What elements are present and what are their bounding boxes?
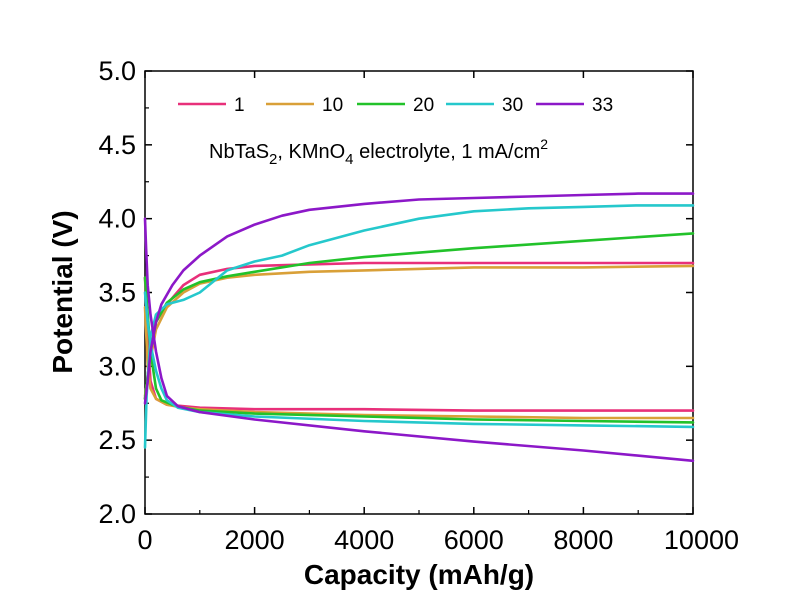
series-line-1-charge [143, 261, 695, 401]
legend-label-20: 20 [413, 95, 434, 116]
series-10 [143, 264, 695, 420]
y-axis-title: Potential (V) [47, 210, 78, 373]
annotation-sup: 2 [540, 136, 548, 152]
annotation-mid: , KMnO [277, 141, 345, 163]
annotation-sub2: 4 [345, 151, 353, 168]
series-line-1-discharge [143, 276, 695, 412]
series-line-33-charge [143, 192, 695, 405]
y-tick-label: 4.0 [98, 204, 136, 234]
y-tick-label: 4.5 [98, 130, 136, 160]
series-30 [143, 204, 695, 449]
series-line-30-discharge [143, 291, 695, 429]
annotation-text: NbTaS2, KMnO4 electrolyte, 1 mA/cm2 [209, 136, 548, 168]
plot-frame [144, 70, 694, 515]
x-tick-label: 2000 [225, 525, 285, 555]
series-lines [143, 192, 695, 463]
series-33 [143, 192, 695, 463]
series-line-33-discharge [143, 217, 695, 463]
y-tick-label: 5.0 [98, 56, 136, 86]
x-tick-label: 4000 [334, 525, 394, 555]
series-1 [143, 261, 695, 412]
legend-label-30: 30 [502, 95, 523, 116]
y-tick-label: 3.0 [98, 351, 136, 381]
legend-label-33: 33 [592, 95, 613, 116]
x-tick-label: 10000 [664, 525, 739, 555]
y-tick-label: 3.5 [98, 278, 136, 308]
legend-label-10: 10 [322, 95, 343, 116]
series-line-10-charge [143, 264, 695, 398]
annotation-prefix: NbTaS [209, 141, 269, 163]
annotation-sub1: 2 [269, 151, 277, 168]
x-axis-title: Capacity (mAh/g) [304, 559, 534, 590]
series-line-20-charge [143, 232, 695, 401]
x-tick-label: 8000 [553, 525, 613, 555]
series-line-10-discharge [143, 306, 695, 420]
x-axis-ticks: 0 2000 4000 6000 8000 10000 [137, 71, 739, 555]
legend: 1 10 20 30 33 [178, 95, 613, 116]
x-tick-label: 0 [137, 525, 152, 555]
series-line-30-charge [143, 204, 695, 449]
x-tick-label: 6000 [444, 525, 504, 555]
legend-label-1: 1 [234, 95, 245, 116]
y-axis-ticks: 2.0 2.5 3.0 3.5 4.0 4.5 5.0 [98, 56, 693, 529]
y-tick-label: 2.5 [98, 425, 136, 455]
y-tick-label: 2.0 [98, 499, 136, 529]
series-line-20-discharge [143, 276, 695, 424]
annotation-suffix: electrolyte, 1 mA/cm [354, 141, 541, 163]
